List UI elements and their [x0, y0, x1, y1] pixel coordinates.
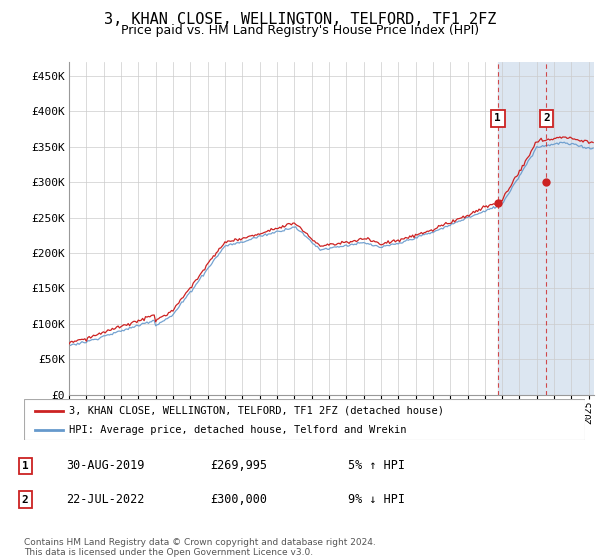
- Text: £269,995: £269,995: [210, 459, 267, 473]
- Text: 1: 1: [22, 461, 29, 471]
- Text: 3, KHAN CLOSE, WELLINGTON, TELFORD, TF1 2FZ (detached house): 3, KHAN CLOSE, WELLINGTON, TELFORD, TF1 …: [69, 405, 444, 416]
- Text: Price paid vs. HM Land Registry's House Price Index (HPI): Price paid vs. HM Land Registry's House …: [121, 24, 479, 36]
- Text: 9% ↓ HPI: 9% ↓ HPI: [348, 493, 405, 506]
- Text: £300,000: £300,000: [210, 493, 267, 506]
- Text: 30-AUG-2019: 30-AUG-2019: [66, 459, 145, 473]
- Bar: [498, 62, 600, 395]
- Text: 2: 2: [22, 494, 29, 505]
- Text: 1: 1: [494, 113, 501, 123]
- Text: HPI: Average price, detached house, Telford and Wrekin: HPI: Average price, detached house, Telf…: [69, 424, 406, 435]
- Text: 3, KHAN CLOSE, WELLINGTON, TELFORD, TF1 2FZ: 3, KHAN CLOSE, WELLINGTON, TELFORD, TF1 …: [104, 12, 496, 27]
- Text: 5% ↑ HPI: 5% ↑ HPI: [348, 459, 405, 473]
- Text: Contains HM Land Registry data © Crown copyright and database right 2024.
This d: Contains HM Land Registry data © Crown c…: [24, 538, 376, 557]
- Text: 2: 2: [543, 113, 550, 123]
- Text: 22-JUL-2022: 22-JUL-2022: [66, 493, 145, 506]
